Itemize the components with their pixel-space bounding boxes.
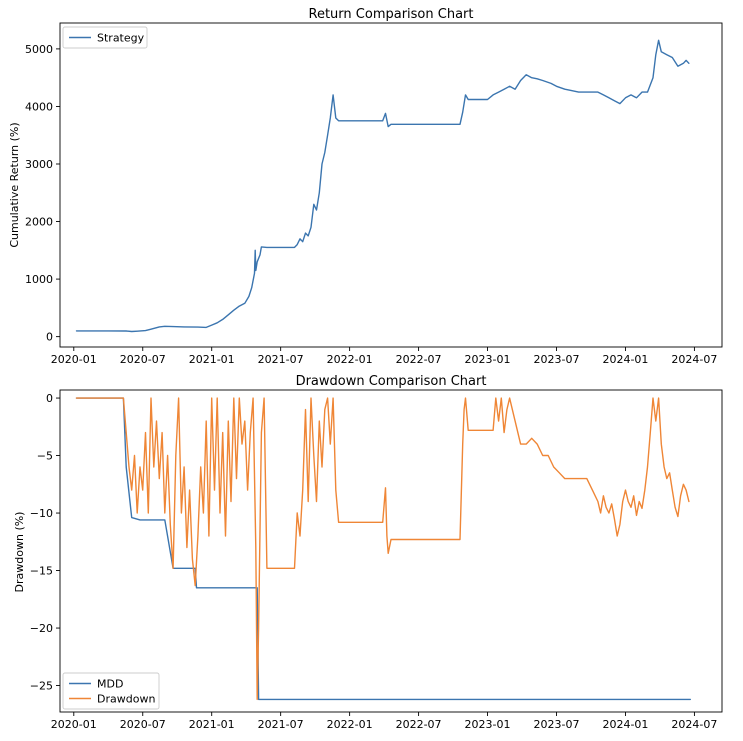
drawdown-chart-ticks: 2020-01 2020-07 2021-01 2021-07 2022-01 2022-… (30, 392, 718, 731)
y-tick-label: 0 (46, 392, 53, 405)
x-tick-label: 2024-01 (602, 353, 648, 366)
y-tick-label: −15 (30, 565, 53, 578)
drawdown-chart-ylabel: Drawdown (%) (13, 512, 26, 593)
y-tick-label: 3000 (25, 158, 53, 171)
drawdown-chart-title: Drawdown Comparison Chart (296, 374, 487, 389)
y-tick-label: 5000 (25, 43, 53, 56)
return-chart-series (75, 39, 690, 333)
drawdown-chart-series (75, 397, 691, 701)
x-tick-label: 2023-01 (465, 353, 511, 366)
series-line-mdd (75, 397, 691, 701)
x-tick-label: 2022-01 (327, 718, 373, 731)
x-tick-label: 2022-01 (327, 353, 373, 366)
x-tick-label: 2023-07 (534, 718, 580, 731)
series-line-drawdown (75, 397, 690, 701)
y-tick-label: 0 (46, 331, 53, 344)
x-tick-label: 2020-07 (120, 718, 166, 731)
x-tick-label: 2022-07 (396, 718, 442, 731)
drawdown-chart-axes (59, 389, 723, 713)
return-chart-title: Return Comparison Chart (309, 7, 474, 22)
x-tick-label: 2021-01 (189, 718, 235, 731)
y-tick-label: −10 (30, 507, 53, 520)
legend-label-strategy: Strategy (97, 32, 145, 45)
x-tick-label: 2024-07 (671, 353, 717, 366)
x-tick-label: 2023-01 (465, 718, 511, 731)
legend-label-drawdown: Drawdown (97, 693, 155, 706)
return-chart: Return Comparison Chart Cumulative Retur… (8, 7, 723, 366)
x-tick-label: 2023-07 (534, 353, 580, 366)
drawdown-chart: Drawdown Comparison Chart Drawdown (%) 2… (13, 374, 723, 731)
x-tick-label: 2020-01 (51, 718, 97, 731)
x-tick-label: 2024-01 (602, 718, 648, 731)
y-tick-label: −20 (30, 622, 53, 635)
y-tick-label: −25 (30, 680, 53, 693)
series-line-strategy (75, 39, 690, 333)
x-tick-label: 2021-01 (189, 353, 235, 366)
x-tick-label: 2022-07 (396, 353, 442, 366)
legend-label-mdd: MDD (97, 678, 123, 691)
return-chart-ticks: 2020-01 2020-07 2021-01 2021-07 2022-01 2022-… (25, 43, 717, 366)
legend-frame (62, 672, 160, 710)
return-chart-legend: Strategy (62, 26, 148, 49)
y-tick-label: 4000 (25, 100, 53, 113)
drawdown-chart-legend: MDD Drawdown (62, 672, 160, 710)
legend-frame (62, 26, 148, 49)
x-tick-label: 2021-07 (258, 718, 304, 731)
x-tick-label: 2024-07 (671, 718, 717, 731)
y-tick-label: −5 (37, 450, 53, 463)
y-tick-label: 2000 (25, 216, 53, 229)
return-chart-ylabel: Cumulative Return (%) (8, 122, 21, 247)
x-tick-label: 2021-07 (258, 353, 304, 366)
return-chart-axes (59, 22, 723, 348)
x-tick-label: 2020-07 (120, 353, 166, 366)
y-tick-label: 1000 (25, 273, 53, 286)
x-tick-label: 2020-01 (51, 353, 97, 366)
